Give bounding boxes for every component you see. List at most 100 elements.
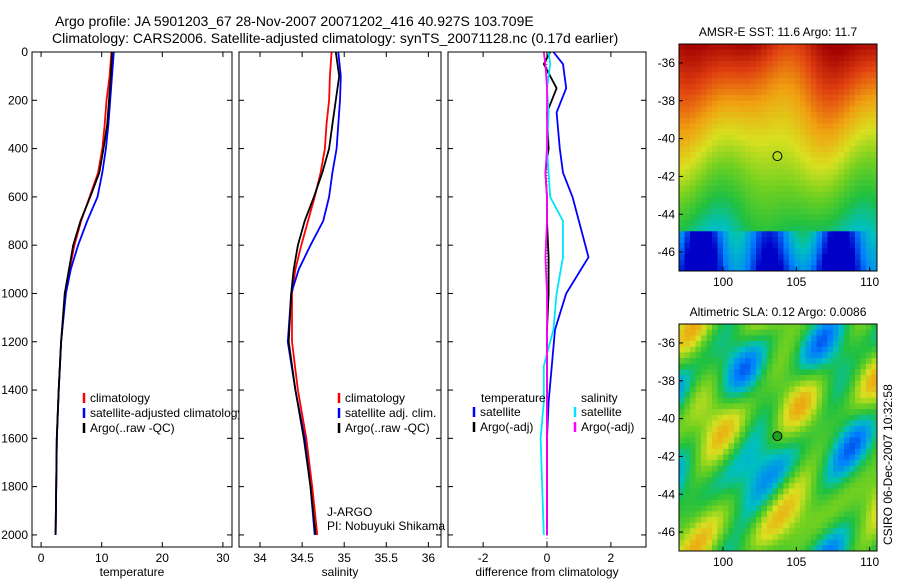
map-cell [833,191,839,198]
map-cell [800,253,806,261]
map-cell [800,208,806,215]
map-cell [767,140,773,147]
map-cell [728,465,735,472]
map-cell [844,214,850,221]
map-cell [723,539,729,546]
map-cell [739,437,746,444]
map-cell [734,363,740,370]
map-cell [849,44,856,51]
map-cell [783,61,790,68]
map-cell [756,335,762,342]
map-cell [750,100,757,107]
map-cell [822,420,828,427]
map-cell [783,151,790,158]
map-cell [745,352,751,359]
map-cell [844,44,850,51]
map-cell [811,329,817,336]
map-cell [723,499,729,506]
map-cell [739,477,746,484]
x-axis-label: difference from climatology [475,565,618,579]
map-cell [728,89,735,96]
map-cell [690,242,696,249]
map-cell [739,352,746,359]
map-cell [701,225,707,232]
map-cell [860,248,867,255]
map-cell [789,191,795,198]
map-cell [783,185,790,192]
map-cell [871,106,878,113]
map-cell [833,185,839,192]
map-cell [690,528,696,535]
map-cell [761,185,768,192]
map-cell [756,219,762,226]
map-cell [800,533,806,541]
map-cell [794,539,801,546]
map-cell [844,380,850,387]
map-cell [822,236,828,244]
y-tick-label: 800 [8,238,28,252]
map-cell [761,329,768,336]
map-cell [701,253,707,261]
map-cell [767,134,773,141]
map-cell [701,106,707,113]
map-cell [871,426,878,433]
map-cell [860,494,867,501]
map-cell [695,392,702,399]
map-cell [701,522,707,529]
map-cell [783,499,790,506]
map-cell [723,403,729,410]
map-cell [800,363,806,370]
map-cell [706,168,713,175]
map-y-tick-label: -40 [658,412,676,426]
map-cell [805,185,812,192]
map-cell [849,185,856,192]
map-cell [767,163,773,170]
map-cell [772,375,779,382]
map-cell [717,100,724,107]
map-cell [849,55,856,62]
map-cell [690,106,696,113]
map-cell [750,72,757,79]
map-cell [822,202,828,209]
map-cell [706,265,713,272]
map-cell [800,202,806,209]
map-cell [706,214,713,221]
map-cell [734,151,740,158]
map-cell [728,533,735,541]
map-cell [811,454,817,461]
map-cell [822,335,828,342]
map-cell [717,437,724,444]
map-cell [717,202,724,209]
map-cell [800,528,806,535]
map-cell [717,180,724,187]
map-cell [855,420,861,427]
map-cell [789,129,795,136]
map-cell [827,123,834,130]
map-cell [811,358,817,365]
map-cell [772,363,779,370]
map-cell [679,112,685,119]
map-cell [701,528,707,535]
map-cell [745,100,751,107]
map-cell [860,236,867,244]
map-cell [871,443,878,450]
map-cell [805,106,812,113]
map-cell [789,100,795,107]
map-cell [684,522,691,529]
map-cell [684,123,691,130]
map-cell [860,163,867,170]
map-cell [789,437,795,444]
map-cell [767,191,773,198]
map-cell [695,168,702,175]
map-cell [805,375,812,382]
map-cell [811,208,817,215]
map-cell [701,539,707,546]
map-cell [822,151,828,158]
map-cell [701,168,707,175]
map-cell [866,369,872,376]
map-cell [855,403,861,410]
y-tick-label: 1000 [1,286,28,300]
map-cell [717,511,724,518]
map-cell [695,420,702,427]
